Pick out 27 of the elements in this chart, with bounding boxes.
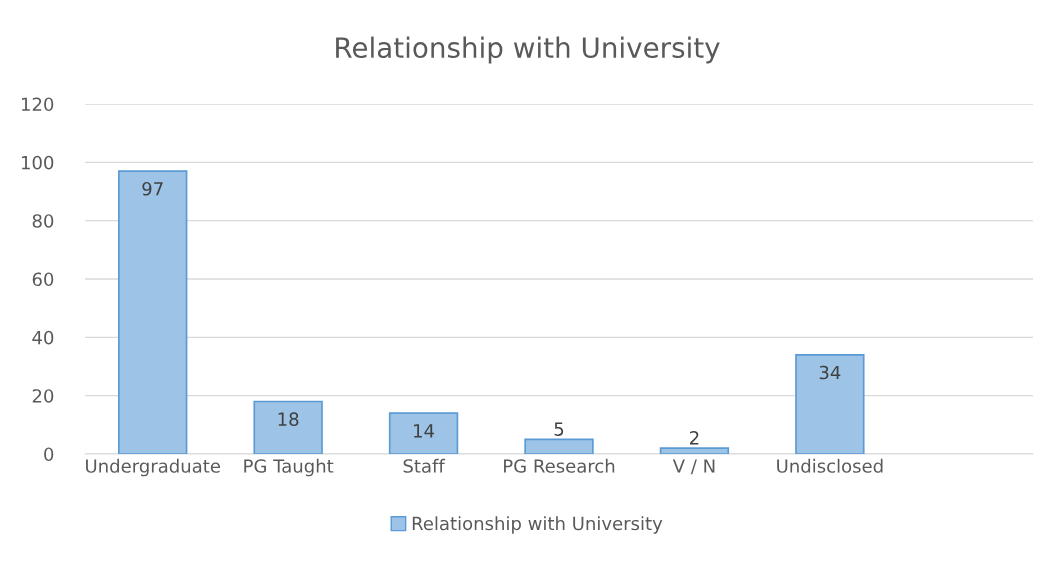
y-tick-label: 60 xyxy=(32,272,54,287)
y-tick-label: 0 xyxy=(44,447,54,462)
bar xyxy=(253,400,323,454)
y-tick-label: 80 xyxy=(32,214,54,228)
bar xyxy=(118,170,188,454)
x-tick-label: PG Taught xyxy=(244,458,334,477)
data-label: 34 xyxy=(819,365,841,380)
y-tick-label: 120 xyxy=(21,97,54,112)
data-label: 97 xyxy=(142,181,163,196)
bar xyxy=(524,438,594,454)
x-tick-label: Staff xyxy=(403,458,446,473)
bar xyxy=(795,353,865,454)
x-tick-label: PG Research xyxy=(504,458,615,473)
x-tick-label: V / N xyxy=(672,459,715,475)
x-tick-label: Undisclosed xyxy=(777,458,883,473)
data-label: 5 xyxy=(554,422,564,436)
bar xyxy=(388,412,459,454)
y-tick-label: 40 xyxy=(32,330,54,345)
y-tick-label: 20 xyxy=(32,389,54,403)
data-label: 14 xyxy=(414,424,435,438)
data-label: 18 xyxy=(278,412,299,426)
x-tick-label: Undergraduate xyxy=(86,458,220,477)
legend-label: Relationship with University xyxy=(412,516,663,534)
y-tick-label: 100 xyxy=(21,155,54,170)
data-label: 2 xyxy=(690,431,699,445)
chart-title: Relationship with University xyxy=(336,36,720,64)
bar xyxy=(659,447,730,454)
